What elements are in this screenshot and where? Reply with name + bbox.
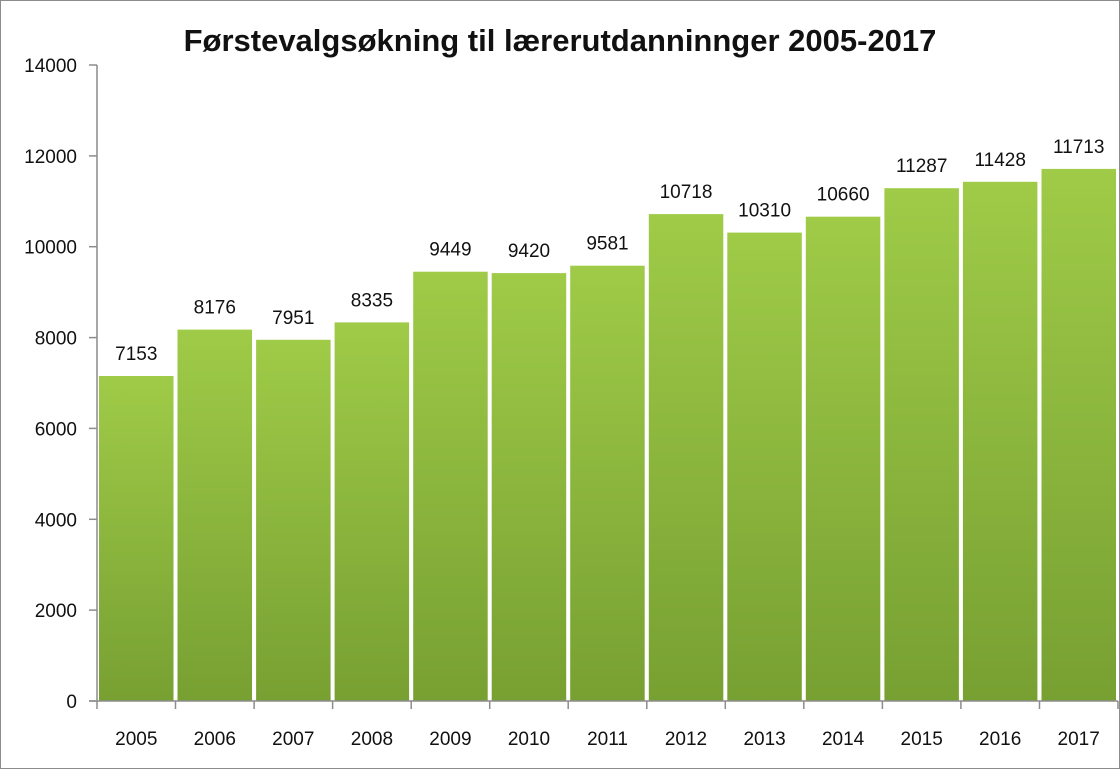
- bar-2010: [491, 273, 567, 701]
- bars-layer: [99, 168, 1116, 702]
- bar-2013: [727, 232, 802, 701]
- bar-2008: [334, 322, 410, 701]
- data-label-2016: 11428: [974, 150, 1025, 171]
- data-label-2015: 11287: [896, 156, 947, 177]
- data-label-2010: 9420: [508, 241, 550, 262]
- bar-2014: [805, 216, 881, 701]
- bar-2017: [1041, 168, 1116, 701]
- bar-2015: [884, 188, 959, 701]
- x-tick-label-2015: 2015: [901, 729, 943, 750]
- data-label-2014: 10660: [817, 185, 870, 206]
- bar-2009: [413, 271, 488, 701]
- data-label-2011: 9581: [586, 234, 628, 255]
- bar-2006: [177, 329, 252, 701]
- x-tick-label-2009: 2009: [429, 729, 471, 750]
- bar-2005: [99, 376, 174, 701]
- labels-layer: 7153 2005 8176 2006 7951 2007 8335 2008 9449 2009…: [24, 56, 1104, 750]
- data-label-2017: 11713: [1053, 137, 1104, 158]
- axis-layer: [89, 64, 1119, 709]
- y-tick-label-2000: 2000: [35, 601, 77, 622]
- x-tick-label-2012: 2012: [665, 729, 707, 750]
- data-label-2012: 10718: [660, 182, 713, 203]
- y-tick-label-4000: 4000: [35, 510, 77, 531]
- data-label-2006: 8176: [194, 298, 236, 319]
- x-tick-label-2016: 2016: [979, 729, 1021, 750]
- x-tick-label-2006: 2006: [194, 729, 236, 750]
- chart-title: Førstevalgsøkning til lærerutdanninnger …: [183, 23, 937, 58]
- bar-2007: [256, 339, 331, 701]
- data-label-2008: 8335: [351, 290, 393, 311]
- data-label-2007: 7951: [272, 308, 314, 329]
- bar-2012: [648, 214, 724, 701]
- x-tick-label-2008: 2008: [351, 729, 393, 750]
- x-tick-label-2017: 2017: [1058, 729, 1100, 750]
- x-tick-label-2005: 2005: [115, 729, 157, 750]
- y-tick-label-10000: 10000: [24, 238, 77, 259]
- x-tick-label-2011: 2011: [587, 729, 628, 750]
- bar-2016: [962, 181, 1038, 702]
- y-tick-label-14000: 14000: [24, 56, 77, 77]
- data-label-2009: 9449: [429, 240, 471, 261]
- y-tick-label-12000: 12000: [24, 147, 77, 168]
- bar-2011: [570, 265, 645, 701]
- y-tick-label-8000: 8000: [35, 329, 77, 350]
- y-tick-label-6000: 6000: [35, 419, 77, 440]
- x-tick-label-2010: 2010: [508, 729, 550, 750]
- data-label-2005: 7153: [115, 344, 157, 365]
- y-tick-label-0: 0: [66, 692, 77, 713]
- data-label-2013: 10310: [738, 201, 791, 222]
- x-tick-label-2007: 2007: [272, 729, 314, 750]
- x-tick-label-2013: 2013: [743, 729, 785, 750]
- x-tick-label-2014: 2014: [822, 729, 865, 750]
